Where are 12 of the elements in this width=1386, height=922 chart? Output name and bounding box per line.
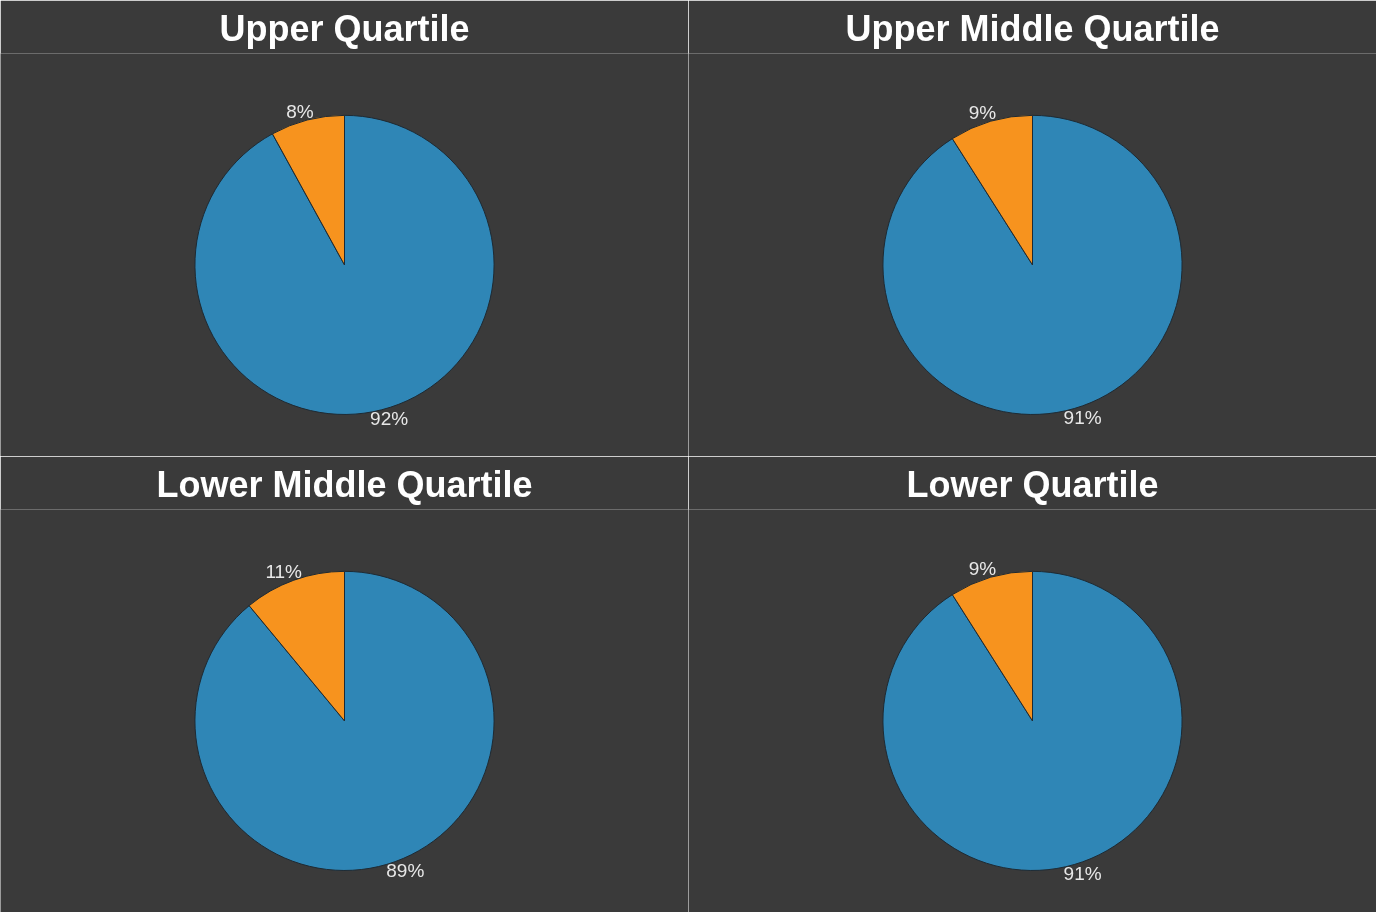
data-label: 8% — [286, 100, 314, 122]
data-label: 92% — [370, 407, 409, 429]
chart-title: Upper Middle Quartile — [845, 7, 1220, 49]
data-label: 91% — [1063, 406, 1102, 428]
chart-title: Upper Quartile — [219, 7, 470, 49]
data-label: 91% — [1063, 862, 1102, 884]
data-label: 9% — [968, 102, 997, 124]
chart-title: Lower Quartile — [906, 463, 1159, 505]
data-label: 89% — [386, 859, 425, 881]
data-label: 9% — [968, 558, 997, 580]
chart-title: Lower Middle Quartile — [156, 463, 533, 505]
data-label: 11% — [265, 561, 303, 583]
